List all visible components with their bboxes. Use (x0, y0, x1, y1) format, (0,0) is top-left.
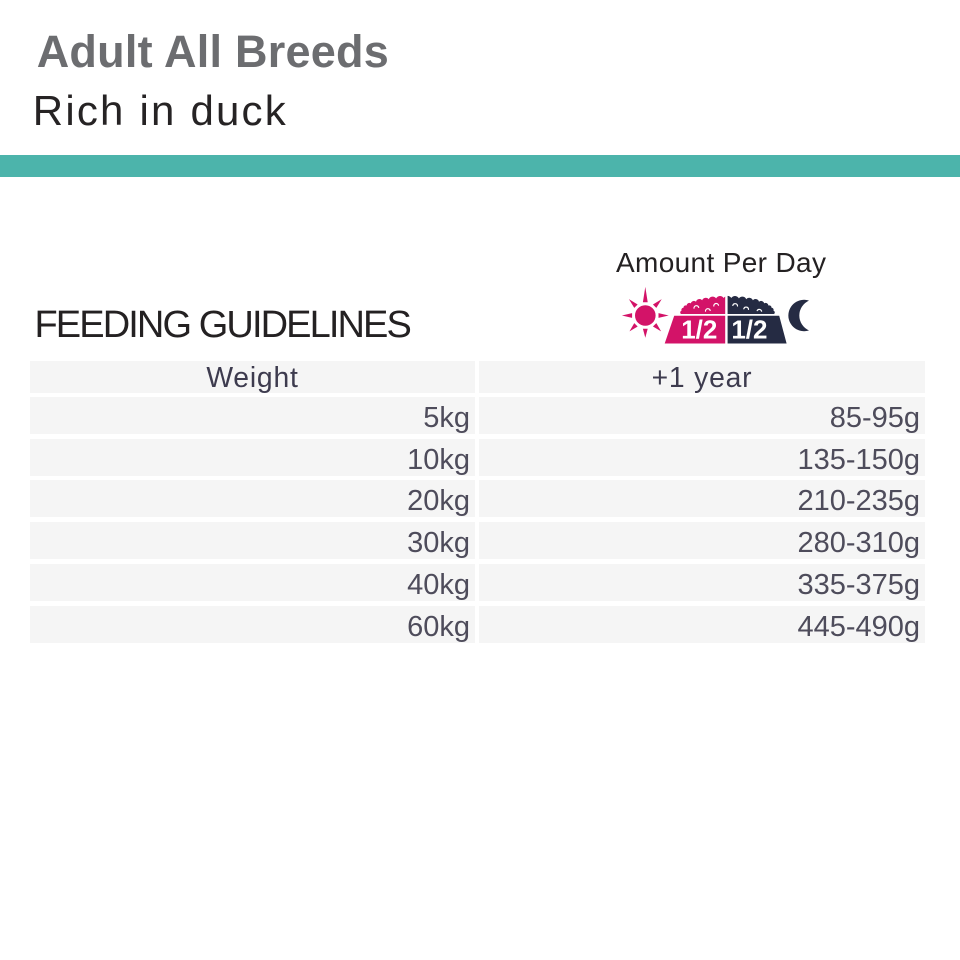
svg-text:1/2: 1/2 (681, 315, 717, 345)
svg-text:1/2: 1/2 (731, 315, 767, 345)
